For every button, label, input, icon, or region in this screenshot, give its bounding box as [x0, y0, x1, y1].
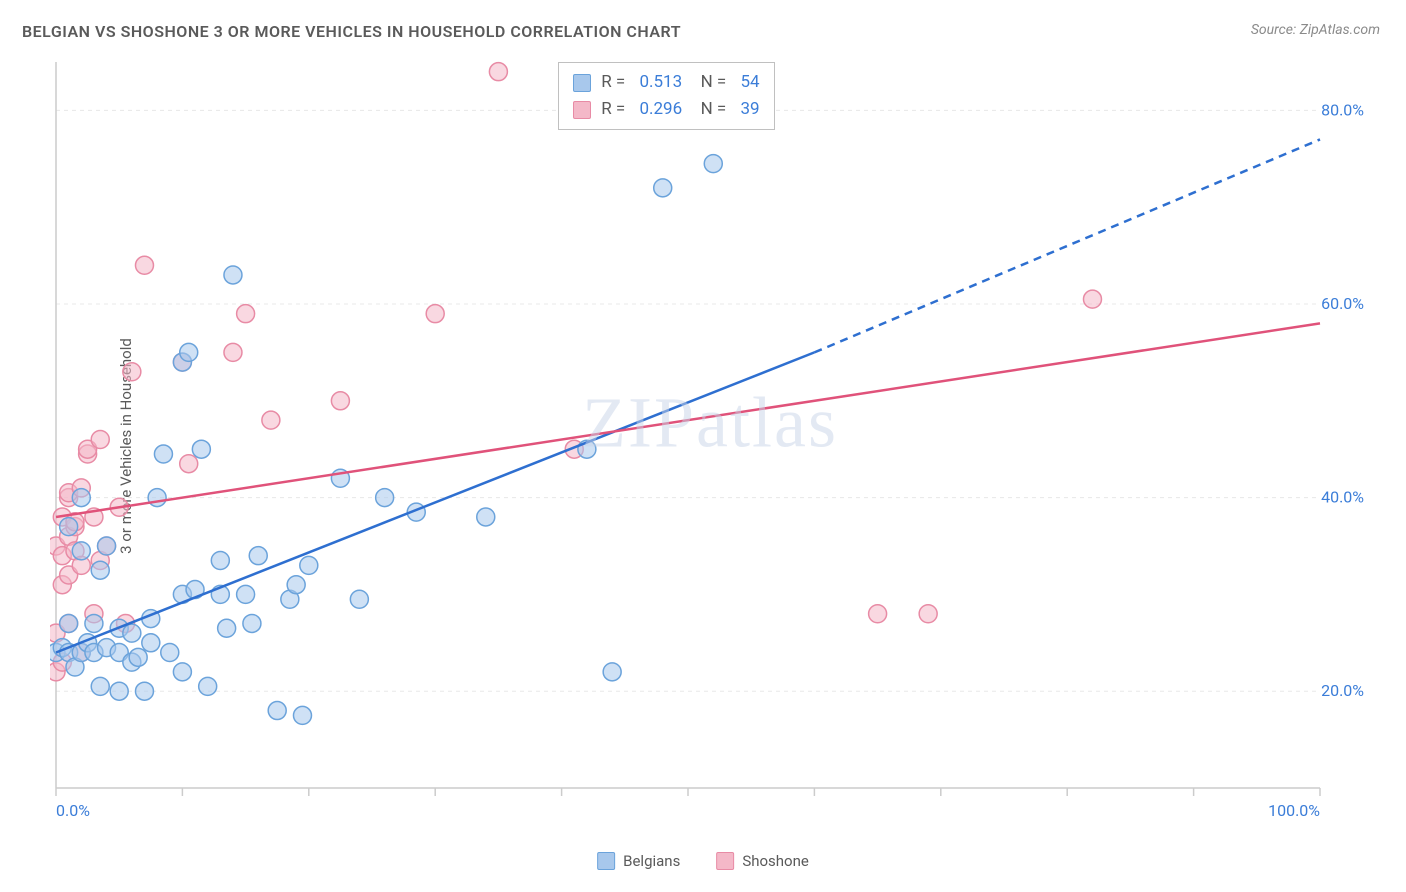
- legend-swatch: [573, 74, 591, 92]
- data-point: [98, 537, 116, 555]
- bottom-legend: Belgians Shoshone: [597, 852, 809, 870]
- data-point: [477, 508, 495, 526]
- trend-line: [56, 323, 1320, 517]
- data-point: [919, 605, 937, 623]
- data-point: [123, 363, 141, 381]
- data-point: [72, 489, 90, 507]
- data-point: [237, 305, 255, 323]
- data-point: [376, 489, 394, 507]
- data-point: [135, 256, 153, 274]
- data-point: [293, 706, 311, 724]
- legend-item: Shoshone: [716, 852, 809, 870]
- n-value: 54: [740, 69, 759, 96]
- data-point: [300, 556, 318, 574]
- data-point: [142, 634, 160, 652]
- data-point: [218, 619, 236, 637]
- chart-title: BELGIAN VS SHOSHONE 3 OR MORE VEHICLES I…: [22, 22, 681, 41]
- data-point: [173, 663, 191, 681]
- data-point: [224, 266, 242, 284]
- data-point: [91, 677, 109, 695]
- stats-row: R = 0.513 N = 54: [573, 69, 759, 96]
- data-point: [224, 343, 242, 361]
- data-point: [249, 547, 267, 565]
- data-point: [211, 552, 229, 570]
- chart-container: BELGIAN VS SHOSHONE 3 OR MORE VEHICLES I…: [0, 0, 1406, 892]
- scatter-plot-svg: 20.0% 40.0% 60.0% 80.0% 0.0% 100.0%: [50, 58, 1370, 818]
- data-point: [148, 489, 166, 507]
- data-point: [110, 682, 128, 700]
- data-point: [180, 343, 198, 361]
- r-value: 0.296: [639, 96, 682, 123]
- correlation-stats-box: R = 0.513 N = 54R = 0.296 N = 39: [558, 62, 774, 130]
- data-point: [237, 585, 255, 603]
- data-point: [603, 663, 621, 681]
- legend-swatch: [597, 852, 615, 870]
- data-point: [135, 682, 153, 700]
- plot-area: 20.0%40.0%60.0%80.0%0.0%100.0% ZIPatlas: [50, 58, 1370, 818]
- x-tick-label: 0.0%: [56, 801, 90, 818]
- data-point: [654, 179, 672, 197]
- data-point: [60, 614, 78, 632]
- legend-swatch: [573, 101, 591, 119]
- trend-line-extrapolated: [814, 139, 1320, 352]
- data-point: [91, 431, 109, 449]
- data-point: [869, 605, 887, 623]
- y-tick-label: 60.0%: [1321, 294, 1364, 313]
- data-point: [85, 614, 103, 632]
- y-tick-label: 20.0%: [1321, 681, 1364, 700]
- x-tick-label: 100.0%: [1268, 801, 1320, 818]
- data-point: [426, 305, 444, 323]
- data-point: [161, 643, 179, 661]
- y-tick-label: 40.0%: [1321, 488, 1364, 507]
- data-point: [243, 614, 261, 632]
- data-point: [91, 561, 109, 579]
- data-point: [331, 392, 349, 410]
- n-value: 39: [740, 96, 759, 123]
- data-point: [1083, 290, 1101, 308]
- y-tick-label: 80.0%: [1321, 100, 1364, 119]
- data-point: [287, 576, 305, 594]
- stats-row: R = 0.296 N = 39: [573, 96, 759, 123]
- data-point: [129, 648, 147, 666]
- legend-item: Belgians: [597, 852, 680, 870]
- data-point: [262, 411, 280, 429]
- legend-label: Shoshone: [742, 852, 809, 870]
- data-point: [704, 155, 722, 173]
- data-point: [199, 677, 217, 695]
- legend-swatch: [716, 852, 734, 870]
- source-attribution: Source: ZipAtlas.com: [1251, 22, 1380, 38]
- data-point: [268, 702, 286, 720]
- data-point: [350, 590, 368, 608]
- r-value: 0.513: [639, 69, 682, 96]
- data-point: [72, 542, 90, 560]
- legend-label: Belgians: [623, 852, 680, 870]
- data-point: [180, 455, 198, 473]
- data-point: [123, 624, 141, 642]
- data-point: [154, 445, 172, 463]
- data-point: [489, 63, 507, 81]
- trend-line: [56, 352, 814, 652]
- data-point: [192, 440, 210, 458]
- data-point: [60, 518, 78, 536]
